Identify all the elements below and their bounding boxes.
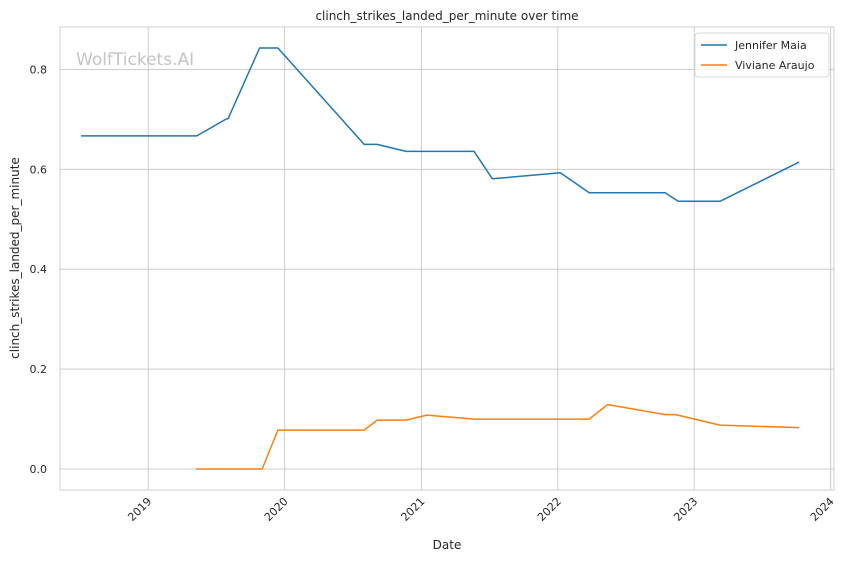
legend-box	[694, 32, 830, 78]
y-axis-label: clinch_strikes_landed_per_minute	[8, 157, 22, 359]
y-axis-ticks: 0.0 0.2 0.4 0.6 0.8	[30, 63, 48, 476]
y-tick-label: 0.0	[30, 463, 48, 476]
y-tick-label: 0.2	[30, 363, 48, 376]
plot-frame	[59, 26, 835, 491]
y-tick-label: 0.8	[30, 63, 48, 76]
y-tick-label: 0.4	[30, 263, 48, 276]
chart-title: clinch_strikes_landed_per_minute over ti…	[315, 9, 578, 23]
series-layer	[80, 47, 800, 470]
legend-label-0: Jennifer Maia	[734, 39, 807, 52]
legend-label-1: Viviane Araujo	[735, 59, 815, 72]
grid-lines	[60, 27, 834, 490]
y-tick-label: 0.6	[30, 163, 48, 176]
watermark: WolfTickets.AI	[76, 50, 194, 70]
legend: Jennifer Maia Viviane Araujo	[694, 32, 830, 78]
series-line-1	[196, 403, 800, 470]
x-axis-label: Date	[433, 538, 462, 552]
series-line-0	[80, 47, 800, 203]
